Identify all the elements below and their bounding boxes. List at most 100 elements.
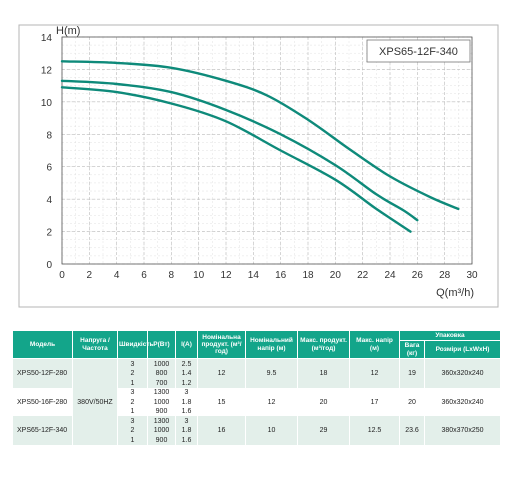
table-row: 1 900 1.6 xyxy=(13,435,501,445)
weight-cell: 20 xyxy=(399,387,425,417)
y-tick-label: 4 xyxy=(46,195,52,206)
model-cell: XPS50-12F-280 xyxy=(12,358,73,388)
y-tick-label: 8 xyxy=(46,130,52,141)
x-tick-label: 22 xyxy=(357,270,369,281)
header-max-head: Макс. напір (м) xyxy=(349,329,400,360)
x-tick-label: 12 xyxy=(220,270,232,281)
current-cell: 3 xyxy=(175,387,198,398)
max-flow-cell: 20 xyxy=(297,387,350,417)
x-tick-label: 20 xyxy=(330,270,342,281)
power-cell: 1300 xyxy=(147,387,176,398)
plot-area-border xyxy=(61,36,473,265)
max-flow-cell: 29 xyxy=(297,416,350,445)
chart-title: XPS65-12F-340 xyxy=(379,46,458,58)
header-speed: Швидкість xyxy=(117,329,154,360)
x-tick-label: 10 xyxy=(193,270,205,281)
current-cell: 1.6 xyxy=(175,435,198,445)
table-row: 1 700 1.2 xyxy=(13,378,501,388)
header-power: P(Вт) xyxy=(147,329,176,360)
x-tick-label: 16 xyxy=(275,270,287,281)
weight-cell: 23.6 xyxy=(399,416,425,445)
header-model: Модель xyxy=(12,329,73,360)
y-tick-label: 12 xyxy=(41,65,53,76)
speed-cell: 2 xyxy=(117,397,148,407)
table-row: XPS50-12F-280 380V/50HZ 3 1000 2.5 12 9.… xyxy=(12,358,501,445)
series-line-2 xyxy=(60,79,419,222)
header-weight: Вага (кг) xyxy=(399,340,425,360)
model-cell: XPS50-16F-280 xyxy=(12,387,73,417)
dimensions-cell: 360x320x240 xyxy=(424,387,501,417)
power-cell: 900 xyxy=(147,435,176,445)
power-cell: 1300 xyxy=(147,416,176,426)
x-tick-label: 26 xyxy=(412,270,424,281)
title-box xyxy=(366,39,471,63)
speed-cell: 3 xyxy=(117,358,148,369)
x-axis-label: Q(m³/h) xyxy=(436,287,474,299)
table-row: 2 800 1.4 xyxy=(13,368,501,379)
header-dimensions: Розміри (LxWxH) xyxy=(424,340,501,360)
power-cell: 800 xyxy=(147,368,176,379)
speed-cell: 1 xyxy=(117,378,148,388)
header-max-flow: Макс. продукт. (м³/год) xyxy=(297,329,350,360)
y-tick-label: 2 xyxy=(46,228,52,239)
model-cell: XPS65-12F-340 xyxy=(12,416,73,445)
x-tick-label: 4 xyxy=(114,270,120,281)
table-row: 1 900 1.6 xyxy=(13,406,501,417)
x-tick-label: 28 xyxy=(439,270,451,281)
max-head-cell: 12.5 xyxy=(349,416,400,445)
rated-flow-cell: 12 xyxy=(197,358,246,388)
rated-flow-cell: 15 xyxy=(197,387,246,417)
power-cell: 900 xyxy=(147,406,176,417)
header-rated-flow: Номінальна продукт. (м³/год) xyxy=(197,329,246,360)
header-voltage: Напруга /Частота xyxy=(72,329,118,360)
y-axis-label: H(m) xyxy=(56,25,80,37)
rated-flow-cell: 16 xyxy=(197,416,246,445)
specification-table: Модель Напруга /Частота Швидкість P(Вт) … xyxy=(12,329,501,445)
speed-cell: 3 xyxy=(117,416,148,426)
header-current: I(A) xyxy=(175,329,198,360)
speed-cell: 1 xyxy=(117,406,148,417)
current-cell: 1.2 xyxy=(175,378,198,388)
table-row: 2 1000 1.8 xyxy=(13,425,501,436)
rated-head-cell: 10 xyxy=(245,416,298,445)
table-row: XPS65-12F-340 3 1300 3 16 10 29 12.5 23.… xyxy=(12,416,501,445)
x-tick-label: 0 xyxy=(59,270,65,281)
power-cell: 1000 xyxy=(147,425,176,436)
current-cell: 2.5 xyxy=(175,358,198,369)
y-tick-label: 10 xyxy=(41,98,53,109)
rated-head-cell: 9.5 xyxy=(245,358,298,388)
x-tick-label: 18 xyxy=(302,270,314,281)
max-head-cell: 12 xyxy=(349,358,400,388)
performance-chart-svg: 0 2 4 6 8 10 12 14 16 18 20 22 24 26 28 3002468101214H(… xyxy=(18,24,499,308)
performance-chart: 0 2 4 6 8 10 12 14 16 18 20 22 24 26 28 30 0 2 4 6 8 10 12 14 H(… xyxy=(18,24,499,308)
current-cell: 1.8 xyxy=(175,425,198,436)
current-cell: 1.8 xyxy=(175,397,198,407)
max-head-cell: 17 xyxy=(349,387,400,417)
speed-cell: 2 xyxy=(117,368,148,379)
chart-frame xyxy=(18,24,499,308)
power-cell: 700 xyxy=(147,378,176,388)
series-line-1 xyxy=(60,60,460,211)
power-cell: 1000 xyxy=(147,358,176,369)
header-packaging: Упаковка xyxy=(399,329,501,342)
x-tick-label: 14 xyxy=(248,270,260,281)
x-tick-label: 8 xyxy=(169,270,175,281)
x-tick-label: 24 xyxy=(384,270,396,281)
speed-cell: 1 xyxy=(117,435,148,445)
header-rated-head: Номінальний напір (м) xyxy=(245,329,298,360)
x-tick-label: 30 xyxy=(466,270,478,281)
y-tick-label: 6 xyxy=(46,163,52,174)
voltage-cell: 380V/50HZ xyxy=(72,358,118,445)
rated-head-cell: 12 xyxy=(245,387,298,417)
table-row: 2 1000 1.8 xyxy=(13,397,501,407)
y-tick-label: 14 xyxy=(41,33,53,44)
dimensions-cell: 380x370x250 xyxy=(424,416,501,445)
dimensions-cell: 360x320x240 xyxy=(424,358,501,388)
max-flow-cell: 18 xyxy=(297,358,350,388)
x-tick-label: 6 xyxy=(141,270,147,281)
weight-cell: 19 xyxy=(399,358,425,388)
power-cell: 1000 xyxy=(147,397,176,407)
x-tick-label: 2 xyxy=(87,270,93,281)
series-line-3 xyxy=(60,86,412,233)
current-cell: 1.4 xyxy=(175,368,198,379)
